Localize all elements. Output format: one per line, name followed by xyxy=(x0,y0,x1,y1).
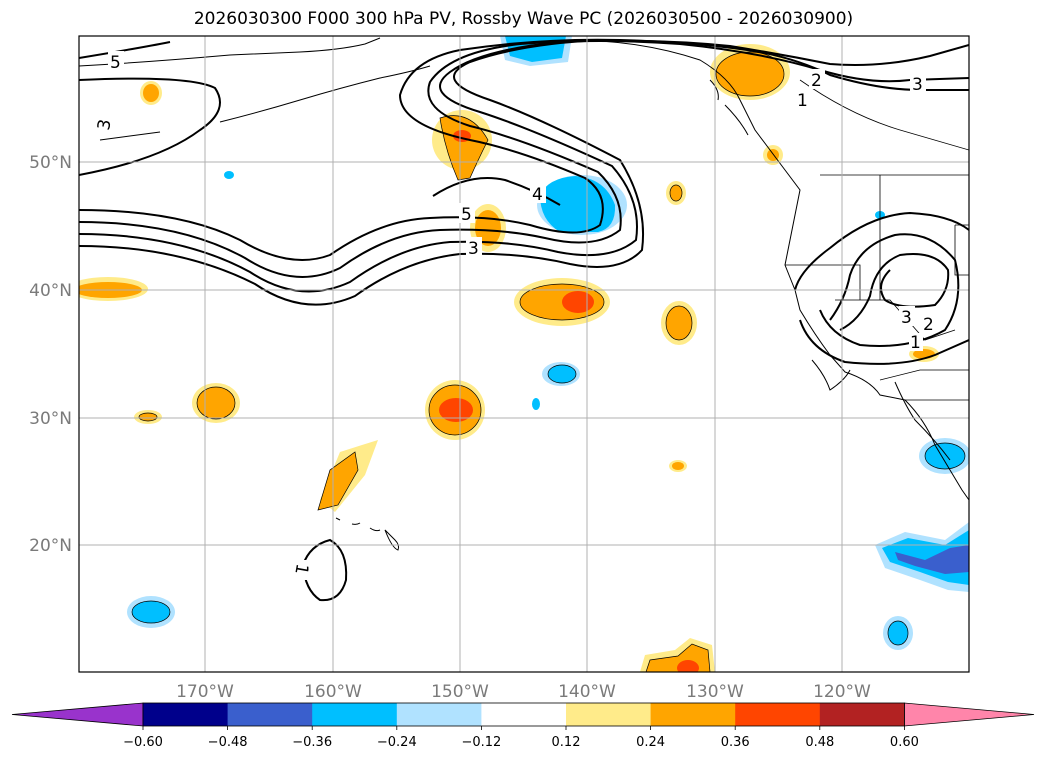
colorbar: −0.60 −0.48 −0.36 −0.24 −0.12 0.12 0.24 0.36 0.4… xyxy=(11,702,1035,750)
lat-label-20n: 20°N xyxy=(29,536,72,556)
contour-label: 3 xyxy=(468,239,479,259)
colorbar-segment xyxy=(143,703,229,726)
colorbar-segment xyxy=(566,703,652,726)
contour-label: 1 xyxy=(797,91,808,111)
map-frame xyxy=(78,35,970,673)
lon-label-140w: 140°W xyxy=(558,682,616,702)
lon-label-150w: 150°W xyxy=(431,682,489,702)
colorbar-segment xyxy=(396,703,482,726)
page-title: 2026030300 F000 300 hPa PV, Rossby Wave … xyxy=(193,9,854,29)
lat-label-40n: 40°N xyxy=(29,281,72,301)
graticule xyxy=(79,36,969,672)
lon-label-170w: 170°W xyxy=(176,682,234,702)
contour-label: 5 xyxy=(110,53,121,73)
colorbar-tick-label: 0.60 xyxy=(890,735,919,750)
contour-labels: 5 3 5 4 3 2 1 3 3 2 1 1 xyxy=(94,51,937,580)
colorbar-tick-label: −0.36 xyxy=(292,735,332,750)
pv-shading xyxy=(79,36,969,672)
colorbar-segment xyxy=(481,703,567,726)
contour-label: 3 xyxy=(912,75,923,95)
contour-label: 2 xyxy=(923,315,934,335)
colorbar-extend-high xyxy=(904,702,1035,727)
colorbar-segment xyxy=(819,703,905,726)
colorbar-segment xyxy=(312,703,398,726)
latitude-labels: 50°N 40°N 30°N 20°N xyxy=(29,153,72,556)
lon-label-130w: 130°W xyxy=(686,682,744,702)
longitude-labels: 170°W 160°W 150°W 140°W 130°W 120°W xyxy=(176,682,871,702)
contour-label: 1 xyxy=(290,562,312,576)
colorbar-segment xyxy=(735,703,821,726)
lon-label-160w: 160°W xyxy=(304,682,362,702)
colorbar-tick-label: 0.48 xyxy=(805,735,834,750)
contour-label: 3 xyxy=(901,308,912,328)
colorbar-segment xyxy=(650,703,736,726)
contour-label: 4 xyxy=(532,185,543,205)
colorbar-tick-label: −0.60 xyxy=(123,735,163,750)
pv-contours xyxy=(79,38,969,602)
colorbar-tick-label: 0.24 xyxy=(636,735,665,750)
colorbar-tick-label: −0.48 xyxy=(208,735,248,750)
colorbar-outline xyxy=(142,702,905,727)
colorbar-tick-label: −0.24 xyxy=(377,735,417,750)
lat-label-50n: 50°N xyxy=(29,153,72,173)
colorbar-tick-label: 0.12 xyxy=(552,735,581,750)
colorbar-tick-label: −0.12 xyxy=(461,735,501,750)
colorbar-tick-label: 0.36 xyxy=(721,735,750,750)
contour-label: 2 xyxy=(811,71,822,91)
contour-label: 5 xyxy=(461,205,472,225)
contour-label: 3 xyxy=(94,118,116,132)
contour-label: 1 xyxy=(910,333,921,353)
map-area xyxy=(79,36,969,672)
lon-label-120w: 120°W xyxy=(813,682,871,702)
colorbar-segment xyxy=(227,703,313,726)
lat-label-30n: 30°N xyxy=(29,409,72,429)
colorbar-extend-low xyxy=(11,702,144,727)
